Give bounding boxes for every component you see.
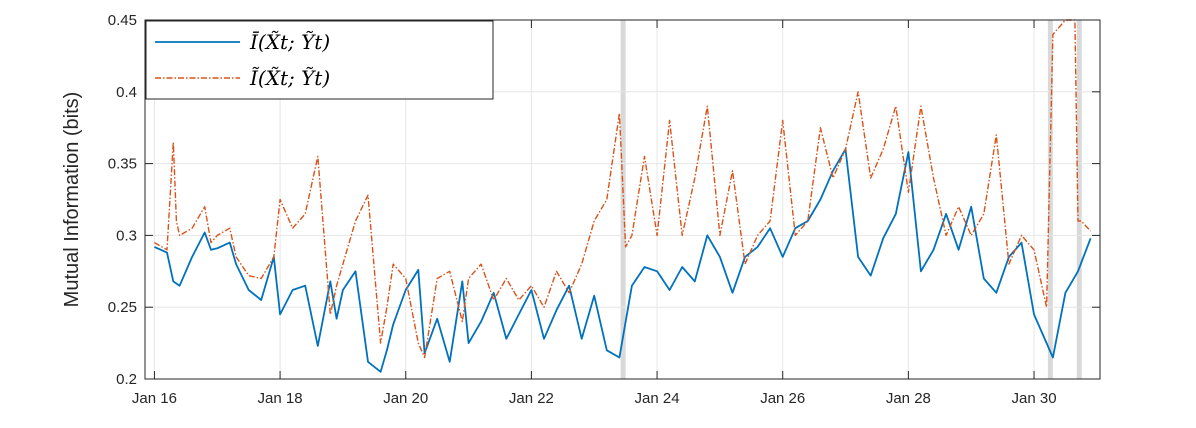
legend-label-series-1: Ī(X̃t; Ỹt)	[249, 30, 330, 54]
series-line-1	[154, 148, 1092, 373]
y-tick-label-0: 0.2	[116, 371, 137, 388]
y-tick-label-4: 0.4	[116, 84, 137, 101]
y-tick-label-2: 0.3	[116, 227, 137, 244]
x-tick-label-4: Jan 24	[635, 390, 680, 407]
y-tick-label-1: 0.25	[108, 299, 137, 316]
legend-box	[145, 20, 494, 100]
x-tick-label-2: Jan 20	[383, 390, 428, 407]
highlight-band-2	[1047, 20, 1053, 379]
plot-frame	[144, 19, 1101, 380]
x-tick-label-0: Jan 16	[132, 390, 177, 407]
x-tick-label-1: Jan 18	[258, 390, 303, 407]
y-tick-label-3: 0.35	[108, 156, 137, 173]
legend-label-series-2: Ĩ(X̃t; Ỹt)	[249, 66, 330, 90]
y-tick-label-5: 0.45	[108, 12, 137, 29]
y-axis-ticks: 0.2 0.25 0.3 0.35 0.4 0.45	[108, 12, 1100, 388]
highlight-band-3	[1076, 20, 1082, 379]
x-tick-label-3: Jan 22	[509, 390, 554, 407]
x-tick-label-5: Jan 26	[760, 390, 805, 407]
legend: Ī(X̃t; Ỹt) Ĩ(X̃t; Ỹt)	[145, 20, 494, 100]
y-axis-title: Mutual Information (bits)	[61, 92, 83, 308]
x-tick-label-6: Jan 28	[886, 390, 931, 407]
x-axis-ticks: Jan 16 Jan 18 Jan 20 Jan 22 Jan 24 Jan 26 Jan …	[132, 20, 1057, 407]
series-lines	[154, 19, 1092, 373]
series-line-2	[154, 19, 1092, 359]
x-tick-label-7: Jan 30	[1012, 390, 1057, 407]
